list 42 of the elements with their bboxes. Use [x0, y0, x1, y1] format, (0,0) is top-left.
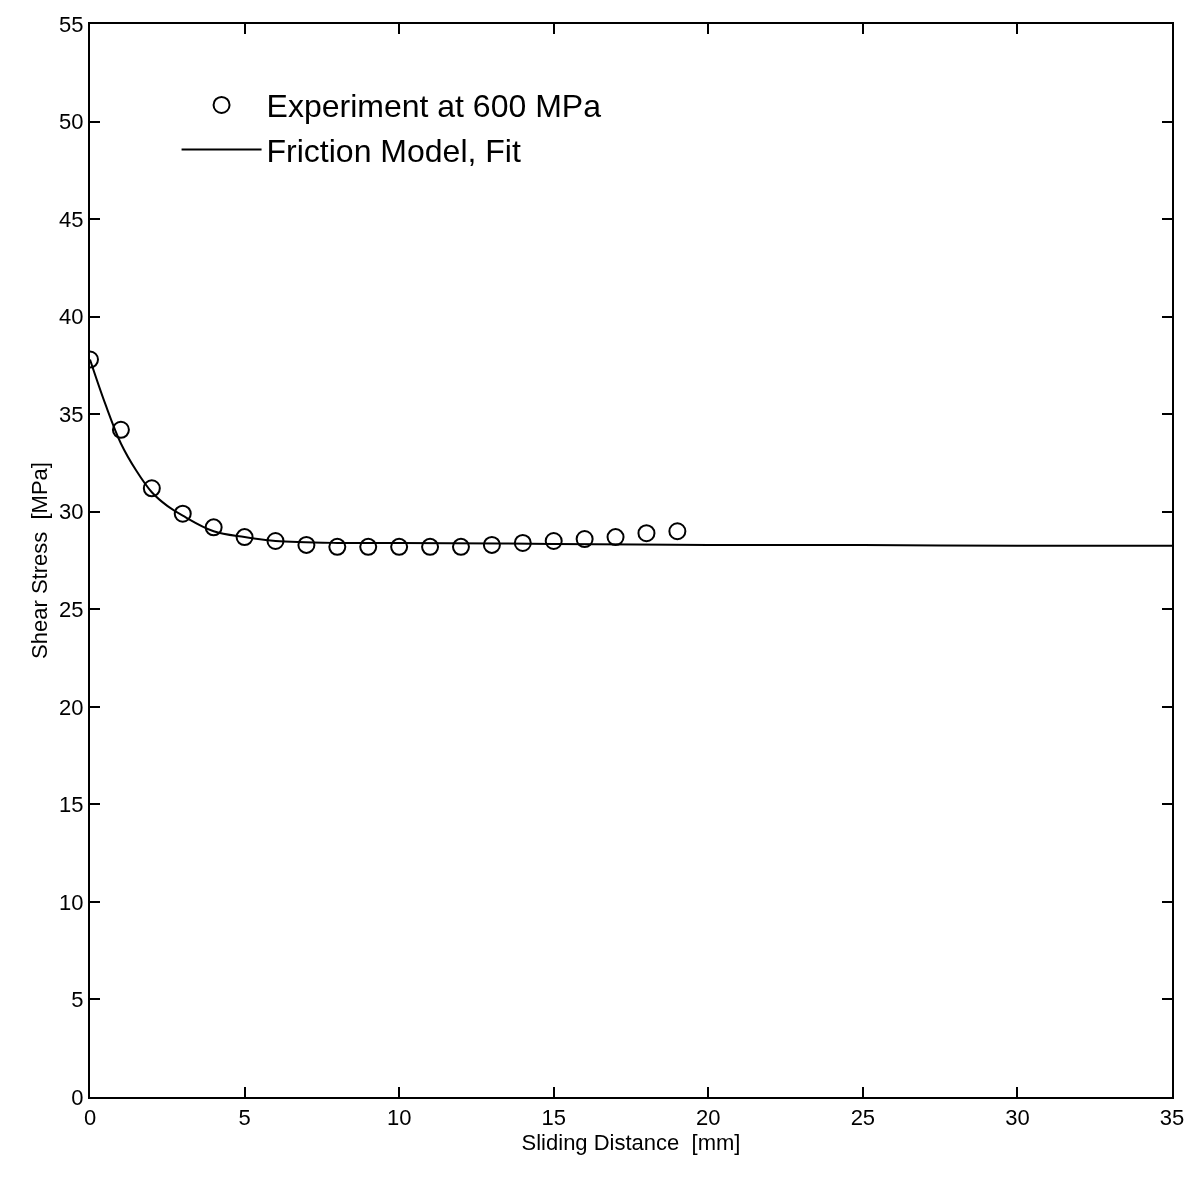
point	[297, 535, 316, 554]
x-tick-label: 30	[1005, 1105, 1030, 1131]
point	[606, 528, 625, 547]
point	[544, 531, 563, 550]
x-tick-label: 10	[386, 1105, 412, 1131]
point	[637, 524, 656, 543]
y-tick-label: 5	[71, 987, 84, 1013]
point	[111, 420, 130, 439]
y-tick-label: 30	[59, 499, 84, 525]
x-tick-label: 20	[696, 1105, 721, 1131]
point	[575, 530, 594, 549]
x-tick-label: 5	[238, 1105, 251, 1131]
y-tick-label: 50	[59, 109, 84, 135]
point	[266, 531, 285, 550]
y-tick-label: 45	[59, 206, 84, 232]
y-axis-title: Shear Stress [MPa]	[27, 462, 53, 659]
x-axis-title: Sliding Distance [mm]	[521, 1130, 741, 1156]
y-tick-label: 15	[59, 792, 84, 818]
point	[390, 537, 409, 556]
point	[668, 522, 687, 541]
legend-label: Friction Model, Fit	[266, 133, 521, 170]
point	[328, 537, 347, 556]
legend-label: Experiment at 600 MPa	[266, 88, 602, 125]
point	[142, 479, 161, 498]
point	[235, 528, 254, 547]
y-tick-label: 25	[59, 596, 84, 622]
y-tick-label: 35	[59, 401, 84, 427]
y-tick-label: 40	[59, 304, 84, 330]
x-tick-label: 25	[850, 1105, 876, 1131]
point	[359, 537, 378, 556]
point	[204, 518, 223, 537]
x-tick-label: 35	[1159, 1105, 1185, 1131]
point	[482, 535, 501, 554]
y-tick-label: 55	[59, 11, 84, 37]
y-tick-label: 0	[71, 1084, 84, 1110]
point	[173, 504, 192, 523]
x-tick-label: 15	[541, 1105, 566, 1131]
point	[451, 537, 470, 556]
y-tick-label: 20	[59, 694, 84, 720]
y-tick-label: 10	[59, 889, 84, 915]
point	[421, 537, 440, 556]
point	[513, 533, 532, 552]
